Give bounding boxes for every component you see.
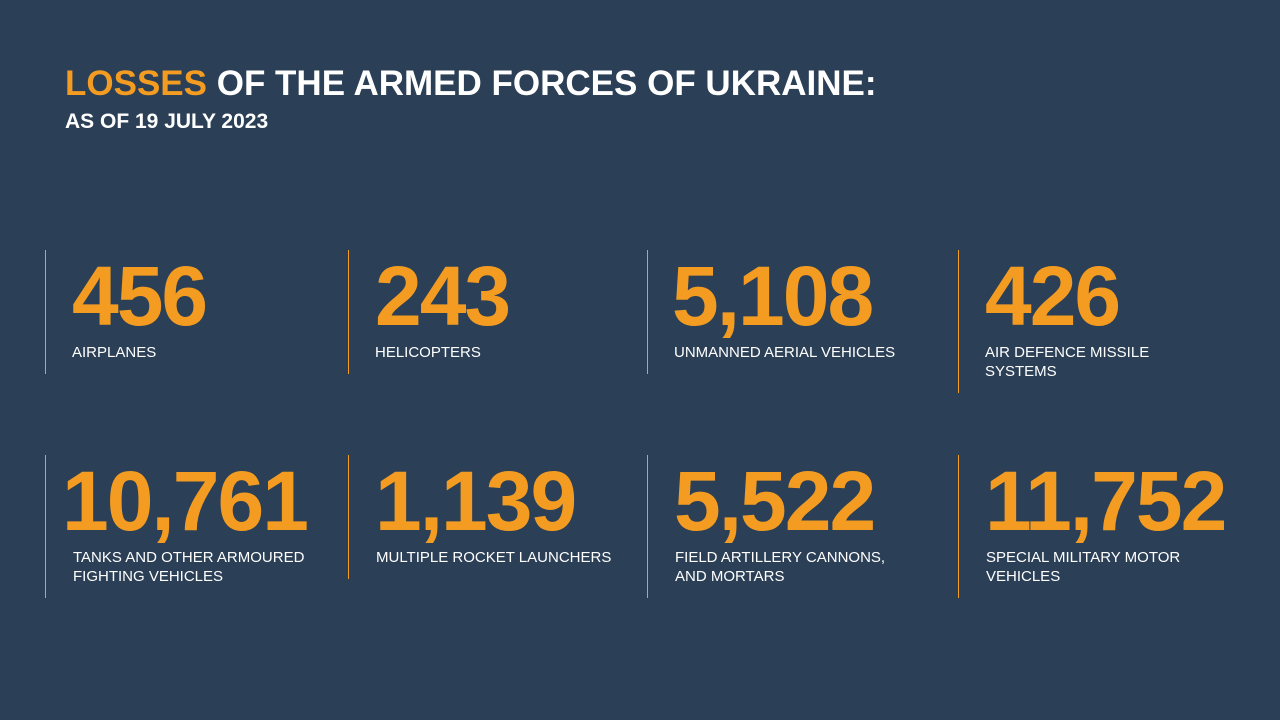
stat-label-line: UNMANNED AERIAL VEHICLES	[674, 344, 896, 361]
stat-label-line: FIGHTING VEHICLES	[73, 568, 224, 585]
stat-item: 426 AIR DEFENCE MISSILE SYSTEMS	[958, 250, 1149, 393]
stat-item: 5,522 FIELD ARTILLERY CANNONS, AND MORTARS	[647, 455, 885, 598]
stat-value: 243	[375, 249, 511, 343]
stat-value: 426	[985, 249, 1121, 343]
stat-label-line: AND MORTARS	[675, 568, 785, 585]
stat-label: FIELD ARTILLERY CANNONS, AND MORTARS	[648, 548, 885, 586]
stat-item: 1,139 MULTIPLE ROCKET LAUNCHERS	[348, 455, 611, 579]
title: LOSSES OF THE ARMED FORCES OF UKRAINE:	[65, 64, 877, 104]
stat-label: AIRPLANES	[46, 343, 206, 362]
stat-label-line: TANKS AND OTHER ARMOURED	[73, 549, 305, 566]
title-rest: OF THE ARMED FORCES OF UKRAINE:	[216, 64, 877, 103]
stat-item: 456 AIRPLANES	[45, 249, 208, 374]
stat-label: SPECIAL MILITARY MOTOR VEHICLES	[959, 548, 1225, 586]
stat-label: MULTIPLE ROCKET LAUNCHERS	[349, 548, 611, 567]
stat-label-line: AIRPLANES	[72, 344, 157, 361]
stat-label: UNMANNED AERIAL VEHICLES	[648, 343, 895, 362]
stat-label-line: HELICOPTERS	[375, 344, 481, 361]
stat-value: 5,108	[672, 249, 874, 343]
stat-label: AIR DEFENCE MISSILE SYSTEMS	[959, 343, 1149, 381]
stat-item: 243 HELICOPTERS	[348, 249, 511, 374]
stat-value: 1,139	[375, 454, 577, 548]
stat-value: 5,522	[674, 454, 876, 548]
title-highlight: LOSSES	[65, 64, 207, 103]
stat-label-line: FIELD ARTILLERY CANNONS,	[675, 549, 886, 566]
stat-item: 10,761 TANKS AND OTHER ARMOURED FIGHTING V…	[45, 454, 309, 598]
stat-value: 11,752	[985, 454, 1227, 548]
subtitle: AS OF 19 JULY 2023	[65, 110, 269, 133]
stat-value: 456	[72, 249, 208, 343]
stat-label: HELICOPTERS	[349, 343, 509, 362]
stat-label-line: SYSTEMS	[985, 363, 1057, 380]
stat-label-line: VEHICLES	[986, 568, 1061, 585]
stat-item: 5,108 UNMANNED AERIAL VEHICLES	[647, 250, 895, 374]
stat-label: TANKS AND OTHER ARMOURED FIGHTING VEHICLE…	[46, 548, 307, 586]
stat-label-line: AIR DEFENCE MISSILE	[985, 344, 1150, 361]
stat-label-line: SPECIAL MILITARY MOTOR	[986, 549, 1181, 566]
stat-value: 10,761	[62, 454, 309, 548]
stat-item: 11,752 SPECIAL MILITARY MOTOR VEHICLES	[958, 454, 1227, 598]
stat-label-line: MULTIPLE ROCKET LAUNCHERS	[376, 549, 612, 566]
